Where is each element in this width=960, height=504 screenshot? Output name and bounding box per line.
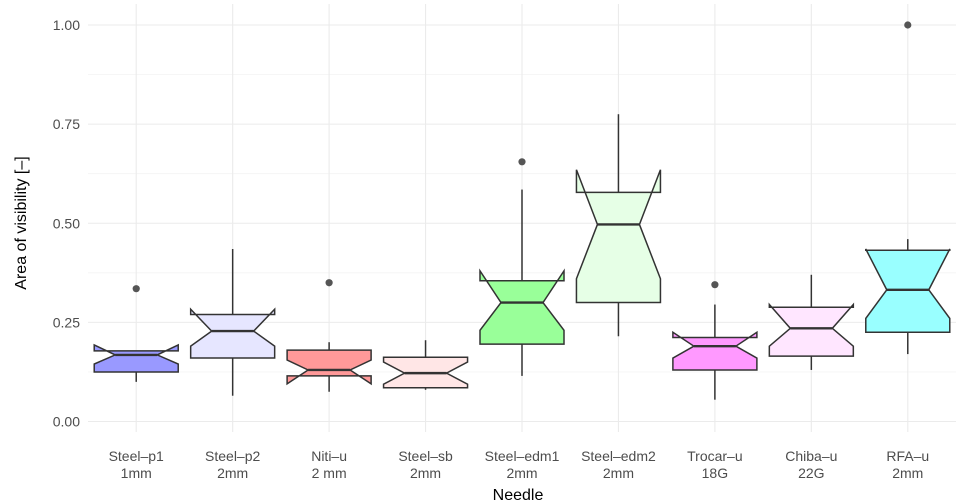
boxes [93,21,951,400]
x-tick-label: Chiba–u [785,448,837,464]
outlier-point [711,281,719,289]
x-tick-label: Steel–p2 [205,448,260,464]
x-tick-label: Trocar–u [687,448,743,464]
x-tick-label: RFA–u [886,448,929,464]
notched-box [575,169,662,304]
x-tick-sublabel: 18G [702,465,728,481]
y-tick-label: 1.00 [53,17,80,33]
x-tick-label: Steel–edm2 [581,448,656,464]
x-tick-sublabel: 2mm [506,465,537,481]
x-tick-sublabel: 2mm [892,465,923,481]
notched-box [479,268,565,345]
x-tick-sublabel: 2mm [217,465,248,481]
box-4 [382,340,469,390]
notched-box [768,302,855,357]
notched-box [672,330,758,371]
x-tick-sublabel: 1mm [121,465,152,481]
box-9 [865,21,951,355]
notched-box [189,307,276,359]
notched-box [286,349,372,386]
outlier-point [904,21,912,29]
x-tick-sublabel: 2mm [410,465,441,481]
box-1 [93,285,179,382]
outlier-point [132,285,140,293]
box-8 [768,274,855,370]
box-7 [672,281,758,400]
y-tick-label: 0.50 [53,215,80,231]
x-axis-title: Needle [493,487,544,504]
y-tick-label: 0.25 [53,314,80,330]
notched-box [93,343,179,373]
x-tick-sublabel: 2mm [603,465,634,481]
y-axis-title: Area of visibility [–] [13,156,30,289]
x-tick-label: Niti–u [311,448,347,464]
y-tick-label: 0.75 [53,116,80,132]
box-5 [479,158,565,376]
x-tick-label: Steel–sb [398,448,453,464]
y-axis-ticks: 0.00 0.25 0.50 0.75 1.00 [53,17,80,430]
outlier-point [325,279,333,287]
box-3 [286,279,372,392]
x-tick-sublabel: 2 mm [312,465,347,481]
x-tick-sublabel: 22G [798,465,824,481]
x-tick-label: Steel–edm1 [485,448,560,464]
outlier-point [518,158,526,166]
y-tick-label: 0.00 [53,414,80,430]
x-tick-label: Steel–p1 [109,448,164,464]
box-6 [575,114,662,337]
box-2 [189,249,276,396]
